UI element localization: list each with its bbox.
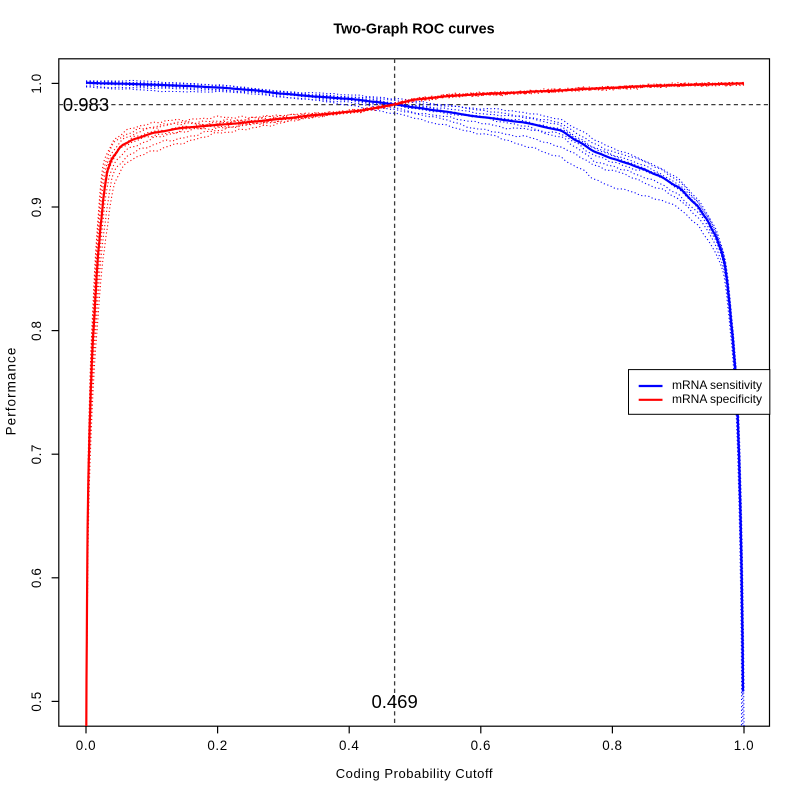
svg-text:0.8: 0.8 xyxy=(602,738,622,753)
svg-text:0.9: 0.9 xyxy=(29,197,44,217)
svg-text:0.983: 0.983 xyxy=(63,94,109,115)
svg-text:mRNA specificity: mRNA specificity xyxy=(672,392,762,406)
svg-text:0.469: 0.469 xyxy=(371,691,417,712)
svg-text:0.6: 0.6 xyxy=(471,738,491,753)
svg-text:0.2: 0.2 xyxy=(207,738,227,753)
svg-text:0.7: 0.7 xyxy=(29,444,44,464)
svg-text:0.5: 0.5 xyxy=(29,691,44,711)
svg-text:1.0: 1.0 xyxy=(734,738,754,753)
svg-text:0.6: 0.6 xyxy=(29,568,44,588)
svg-text:Coding Probability Cutoff: Coding Probability Cutoff xyxy=(336,766,493,781)
svg-text:Performance: Performance xyxy=(4,347,19,436)
svg-text:Two-Graph ROC curves: Two-Graph ROC curves xyxy=(333,22,494,38)
svg-text:1.0: 1.0 xyxy=(29,73,44,93)
svg-text:0.8: 0.8 xyxy=(29,320,44,340)
svg-text:0.0: 0.0 xyxy=(76,738,96,753)
svg-text:mRNA sensitivity: mRNA sensitivity xyxy=(672,378,762,392)
svg-text:0.4: 0.4 xyxy=(339,738,359,753)
